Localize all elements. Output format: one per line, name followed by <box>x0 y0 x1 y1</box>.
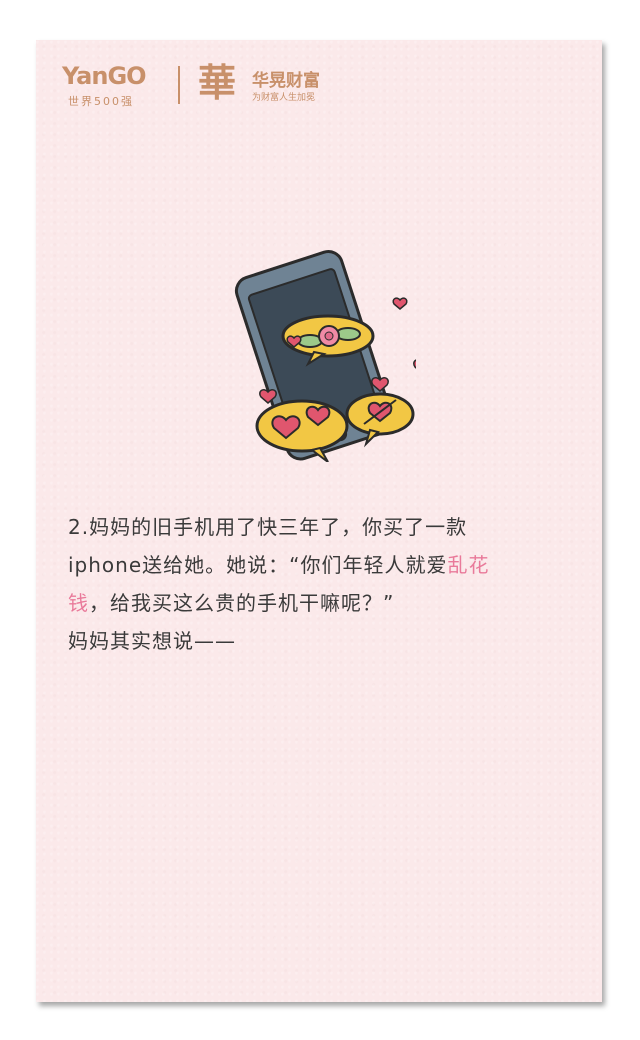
story-line-3: 钱，给我买这么贵的手机干嘛呢？” <box>68 584 578 622</box>
hua-brand-name: 华晃财富 <box>252 71 320 91</box>
story-line-2: iphone送给她。她说：“你们年轻人就爱乱花 <box>68 546 578 584</box>
story-highlight-1: 乱花 <box>447 553 490 577</box>
yango-subtitle: 世界500强 <box>68 95 134 108</box>
story-line-3-text: ，给我买这么贵的手机干嘛呢？” <box>89 591 395 615</box>
phone-with-hearts-icon <box>216 240 431 496</box>
card: YanGO 世界500强 華 华晃财富 为财富人生加冕 <box>36 40 602 1002</box>
hua-logo-char: 華 <box>198 60 237 105</box>
yango-logo-text: YanGO <box>62 62 147 90</box>
story-highlight-2: 钱 <box>68 591 89 615</box>
story-line-2-text: iphone送给她。她说：“你们年轻人就爱 <box>68 553 448 577</box>
yango-logo: YanGO 世界500强 <box>62 62 162 110</box>
hua-tagline: 为财富人生加冕 <box>252 93 316 103</box>
paper-texture <box>36 40 602 1002</box>
story-text: 2.妈妈的旧手机用了快三年了，你买了一款 iphone送给她。她说：“你们年轻人… <box>68 508 578 660</box>
logo-divider <box>178 66 180 104</box>
story-line-1: 2.妈妈的旧手机用了快三年了，你买了一款 <box>68 515 468 539</box>
story-line-4: 妈妈其实想说—— <box>68 629 236 653</box>
hua-logo: 華 华晃财富 为财富人生加冕 <box>198 62 358 110</box>
